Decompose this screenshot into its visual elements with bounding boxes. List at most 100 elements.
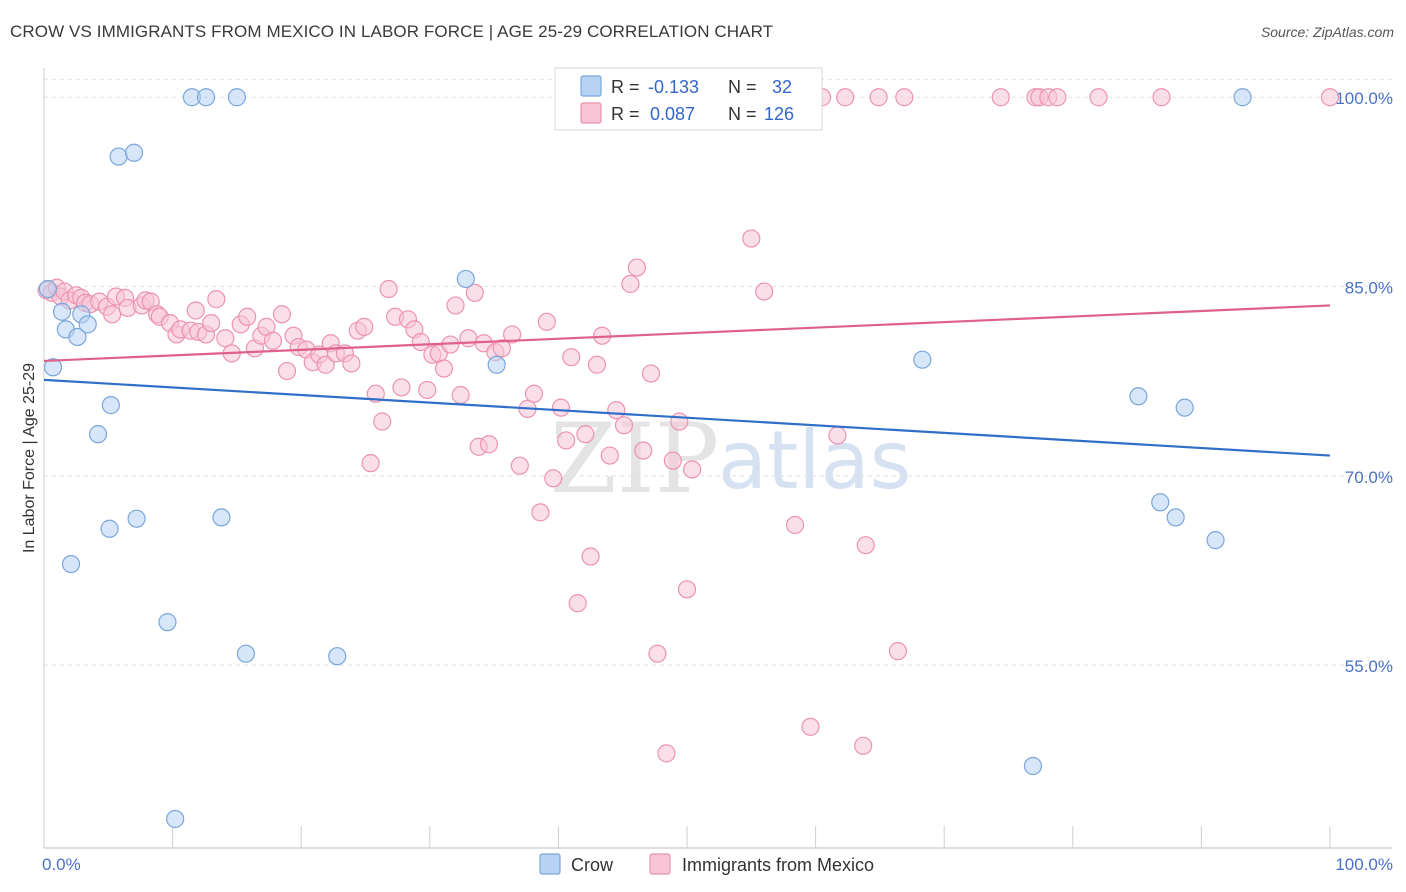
y-tick-label-3: 55.0% [1345,657,1393,676]
legend-n-label-mex: N = [728,104,757,124]
mex-point-88 [587,355,607,374]
y-tick-label-0: 100.0% [1335,89,1393,108]
mex-point-93 [621,274,640,294]
mex-point-125 [1320,88,1340,107]
mex-point-118 [991,88,1010,107]
mex-point-72 [479,435,499,454]
mex-point-90 [600,446,619,465]
crow-point-28 [1175,398,1194,417]
trend-lines [43,304,1331,457]
mex-point-83 [557,431,576,450]
mex-point-123 [1089,88,1108,107]
mex-point-106 [742,229,761,248]
crow-point-19 [236,644,256,663]
crow-point-1 [52,302,72,321]
legend-r-label-crow: R = [611,77,640,97]
y-tick-label-2: 70.0% [1345,468,1393,487]
source-label: Source: ZipAtlas.com [1260,24,1394,40]
crow-point-4 [68,327,87,347]
crow-point-13 [158,613,177,632]
mex-point-55 [379,279,398,299]
mex-point-80 [537,312,556,331]
mex-point-99 [663,451,682,470]
mex-point-37 [263,331,283,350]
mex-point-33 [238,307,257,326]
crow-point-27 [1166,508,1185,527]
gridlines [44,78,1392,666]
mex-point-102 [683,460,702,479]
watermark-zip: ZIP [550,403,719,515]
mex-point-122 [1048,88,1067,107]
series-crow-points [38,88,1252,829]
mex-point-52 [361,454,380,473]
crow-point-11 [124,143,144,162]
legend-r-value-mex: 0.087 [650,104,695,124]
y-axis-label: In Labor Force | Age 25-29 [21,363,38,553]
legend-n-value-mex: 126 [764,104,794,124]
mex-point-112 [836,88,855,107]
mex-point-101 [677,580,697,599]
mex-point-81 [544,469,563,488]
mex-point-79 [531,503,550,522]
crow-point-7 [88,425,108,444]
mex-point-82 [551,398,571,417]
crow-point-0 [43,358,63,377]
mex-point-68 [459,329,478,348]
crow-point-21 [456,269,475,289]
crow-point-8 [100,519,119,538]
watermark-atlas: atlas [718,414,911,507]
mex-point-51 [355,317,374,336]
crow-point-20 [328,647,347,666]
y-tick-labels: 100.0% 85.0% 70.0% 55.0% [1335,89,1393,676]
axes [43,68,1392,849]
mex-point-113 [854,736,873,755]
mex-point-100 [670,412,689,431]
crow-point-3 [61,554,81,574]
mex-point-28 [202,313,221,333]
stats-legend: R = -0.133 N = 32 R = 0.087 N = 126 [554,67,823,131]
series-immigrants-from-mexico-points [37,88,1340,763]
chart-title: CROW VS IMMIGRANTS FROM MEXICO IN LABOR … [10,22,774,41]
crow-point-17 [212,508,231,527]
crow-point-30 [1233,88,1252,107]
mex-point-53 [366,384,385,403]
series-legend-label-crow: Crow [571,855,614,875]
mex-point-75 [503,325,522,344]
mex-point-69 [465,283,484,302]
crow-point-12 [127,509,146,528]
crow-point-18 [227,88,246,107]
mex-point-61 [418,380,437,400]
mex-point-87 [581,547,600,566]
mex-point-64 [434,359,454,378]
mex-point-29 [207,290,226,309]
mex-point-111 [828,426,847,445]
mex-point-109 [801,717,820,736]
series-legend-swatch-mex [649,853,671,875]
mex-point-91 [607,401,626,420]
mex-point-94 [627,258,646,277]
mex-point-39 [277,361,297,381]
mex-point-98 [657,744,676,763]
mex-point-12 [103,305,122,324]
mex-point-38 [272,305,292,324]
mex-point-74 [492,339,511,358]
mex-point-60 [411,332,430,352]
mex-point-107 [755,282,774,301]
crow-point-26 [1151,493,1170,512]
crow-point-25 [1129,387,1148,406]
crow-point-22 [487,355,506,374]
x-tick-labels: 0.0% 100.0% [42,855,1393,874]
mex-point-117 [895,88,914,107]
series-legend: Crow Immigrants from Mexico [539,853,874,875]
legend-swatch-mex [580,102,602,124]
mex-point-45 [316,355,335,374]
mex-point-66 [446,296,465,315]
crow-point-9 [101,396,120,415]
mex-point-124 [1152,88,1171,107]
mex-point-76 [510,456,529,475]
mex-point-92 [614,416,634,435]
mex-point-116 [888,642,908,661]
mex-point-57 [392,378,411,397]
mex-point-54 [373,412,392,431]
